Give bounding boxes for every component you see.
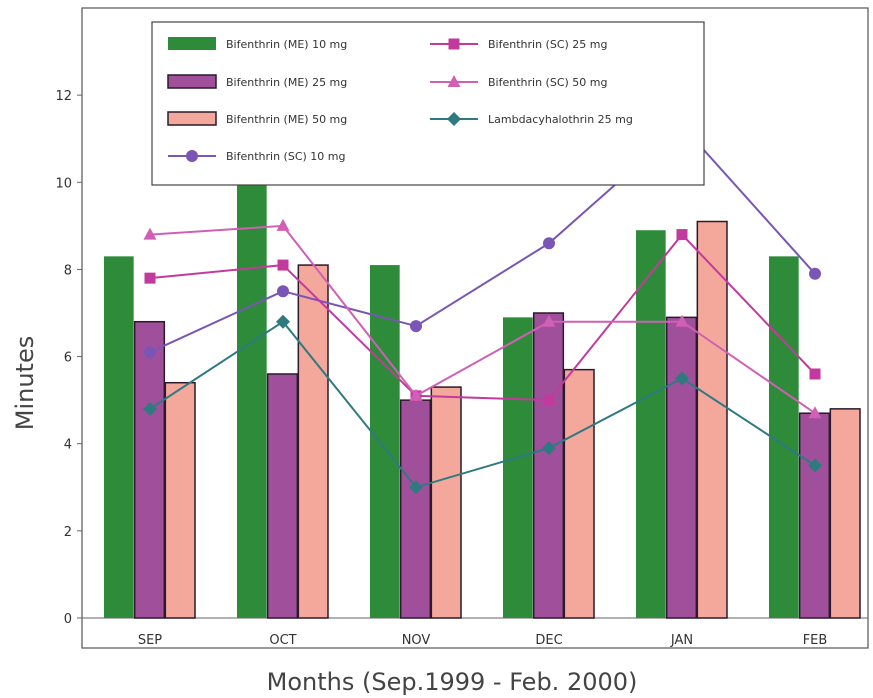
plot-frame: [81, 7, 869, 649]
point-lambdacyhalothrin-25-mg-oct: [276, 314, 290, 329]
legend-marker: [448, 38, 460, 50]
y-tick-label: 12: [55, 89, 72, 104]
legend-swatch: [168, 37, 216, 50]
bar-bifenthrin-me-50-mg-jan: [696, 220, 728, 619]
bar-bifenthrin-me-10-mg-oct: [237, 169, 267, 618]
point-bifenthrin-sc-25-mg-dec: [543, 394, 555, 406]
legend-swatch: [167, 74, 217, 89]
bar-bifenthrin-me-25-mg-dec: [532, 312, 565, 619]
bar-bifenthrin-me-25-mg-oct: [266, 373, 299, 619]
bar-series-bifenthrin-me-10-mg: [104, 169, 799, 618]
bar-bifenthrin-me-25-mg-jan: [665, 316, 698, 619]
line-bifenthrin-sc-50-mg: [149, 224, 816, 415]
legend-label: Bifenthrin (SC) 10 mg: [226, 150, 345, 163]
point-bifenthrin-sc-50-mg-nov: [409, 388, 423, 401]
bar-bifenthrin-me-25-mg-sep: [133, 320, 166, 619]
legend-label: Bifenthrin (ME) 25 mg: [226, 76, 347, 89]
line-series-lambdacyhalothrin-25-mg: [143, 314, 822, 495]
point-bifenthrin-sc-10-mg-oct: [277, 285, 289, 298]
point-bifenthrin-sc-10-mg-nov: [410, 320, 422, 333]
line-lambdacyhalothrin-25-mg: [149, 320, 816, 489]
point-bifenthrin-sc-50-mg-oct: [276, 218, 290, 231]
legend-box: [151, 21, 705, 186]
point-bifenthrin-sc-50-mg-jan: [675, 314, 689, 327]
legend-item-bifenthrin-me-50-mg: Bifenthrin (ME) 50 mg: [167, 111, 347, 126]
y-tick-label: 2: [64, 525, 72, 540]
point-bifenthrin-sc-50-mg-feb: [808, 406, 822, 419]
y-tick-label: 6: [64, 351, 72, 366]
bar-bifenthrin-me-10-mg-jan: [636, 230, 666, 618]
legend-marker: [447, 112, 461, 126]
bar-bifenthrin-me-50-mg-oct: [297, 264, 329, 619]
x-tick-label-dec: DEC: [535, 633, 562, 648]
point-lambdacyhalothrin-25-mg-sep: [143, 401, 157, 416]
x-tick-label-sep: SEP: [138, 633, 162, 648]
x-tick-label-jan: JAN: [670, 633, 693, 648]
point-lambdacyhalothrin-25-mg-dec: [542, 441, 556, 456]
x-axis: SEP OCT NOV DEC JAN FEB: [138, 633, 827, 648]
bar-bifenthrin-me-10-mg-sep: [104, 256, 134, 618]
y-tick-label: 8: [64, 263, 72, 278]
point-bifenthrin-sc-10-mg-feb: [809, 267, 821, 280]
legend-swatch: [167, 111, 217, 126]
bar-bifenthrin-me-50-mg-nov: [430, 386, 462, 619]
point-bifenthrin-sc-25-mg-feb: [809, 368, 821, 380]
y-tick-label: 4: [64, 438, 72, 453]
legend-item-bifenthrin-sc-25-mg: Bifenthrin (SC) 25 mg: [430, 38, 607, 51]
bar-series-bifenthrin-me-25-mg: [133, 312, 831, 619]
line-series-bifenthrin-sc-50-mg: [143, 218, 822, 419]
x-tick-label-oct: OCT: [269, 633, 296, 648]
bar-bifenthrin-me-25-mg-nov: [399, 399, 432, 619]
point-bifenthrin-sc-10-mg-dec: [543, 237, 555, 250]
point-lambdacyhalothrin-25-mg-nov: [409, 480, 423, 495]
legend-label: Bifenthrin (ME) 10 mg: [226, 38, 347, 51]
point-lambdacyhalothrin-25-mg-jan: [675, 371, 689, 386]
bar-bifenthrin-me-25-mg-feb: [798, 412, 831, 619]
bar-series-bifenthrin-me-50-mg: [164, 220, 861, 619]
bar-bifenthrin-me-50-mg-feb: [829, 408, 861, 619]
y-axis-title: Minutes: [11, 336, 39, 430]
bar-bifenthrin-me-50-mg-dec: [563, 368, 595, 619]
point-bifenthrin-sc-10-mg-sep: [144, 346, 156, 359]
legend-item-bifenthrin-sc-10-mg: Bifenthrin (SC) 10 mg: [168, 150, 345, 163]
point-bifenthrin-sc-50-mg-dec: [542, 314, 556, 327]
bars-layer: [104, 169, 861, 619]
legend-item-bifenthrin-sc-50-mg: Bifenthrin (SC) 50 mg: [430, 75, 607, 89]
x-axis-title: Months (Sep.1999 - Feb. 2000): [267, 668, 638, 696]
y-tick-label: 10: [55, 176, 72, 191]
legend-item-bifenthrin-me-25-mg: Bifenthrin (ME) 25 mg: [167, 74, 347, 89]
y-tick-label: 0: [64, 612, 72, 627]
x-tick-label-nov: NOV: [402, 633, 431, 648]
bar-bifenthrin-me-50-mg-sep: [164, 381, 196, 619]
y-axis: 0 2 4 6 8 10 12: [55, 89, 82, 627]
point-lambdacyhalothrin-25-mg-feb: [808, 458, 822, 473]
legend-label: Lambdacyhalothrin 25 mg: [488, 113, 633, 126]
point-bifenthrin-sc-25-mg-sep: [144, 272, 156, 284]
bar-bifenthrin-me-10-mg-dec: [503, 317, 533, 618]
line-bifenthrin-sc-25-mg: [149, 233, 816, 402]
legend-label: Bifenthrin (SC) 25 mg: [488, 38, 607, 51]
legend-marker: [186, 150, 198, 162]
legend-label: Bifenthrin (ME) 50 mg: [226, 113, 347, 126]
bar-bifenthrin-me-10-mg-nov: [370, 265, 400, 618]
lines-layer: [143, 119, 822, 495]
point-bifenthrin-sc-25-mg-jan: [676, 229, 688, 241]
legend-label: Bifenthrin (SC) 50 mg: [488, 76, 607, 89]
legend-item-lambdacyhalothrin-25-mg: Lambdacyhalothrin 25 mg: [430, 112, 633, 126]
plot-border: [81, 7, 869, 649]
point-bifenthrin-sc-50-mg-sep: [143, 227, 157, 240]
legend-marker: [447, 75, 461, 87]
legend-item-bifenthrin-me-10-mg: Bifenthrin (ME) 10 mg: [168, 37, 347, 51]
bar-bifenthrin-me-10-mg-feb: [769, 256, 799, 618]
legend: Bifenthrin (ME) 10 mg Bifenthrin (ME) 25 …: [151, 21, 705, 186]
x-tick-label-feb: FEB: [803, 633, 828, 648]
point-bifenthrin-sc-25-mg-oct: [277, 259, 289, 271]
